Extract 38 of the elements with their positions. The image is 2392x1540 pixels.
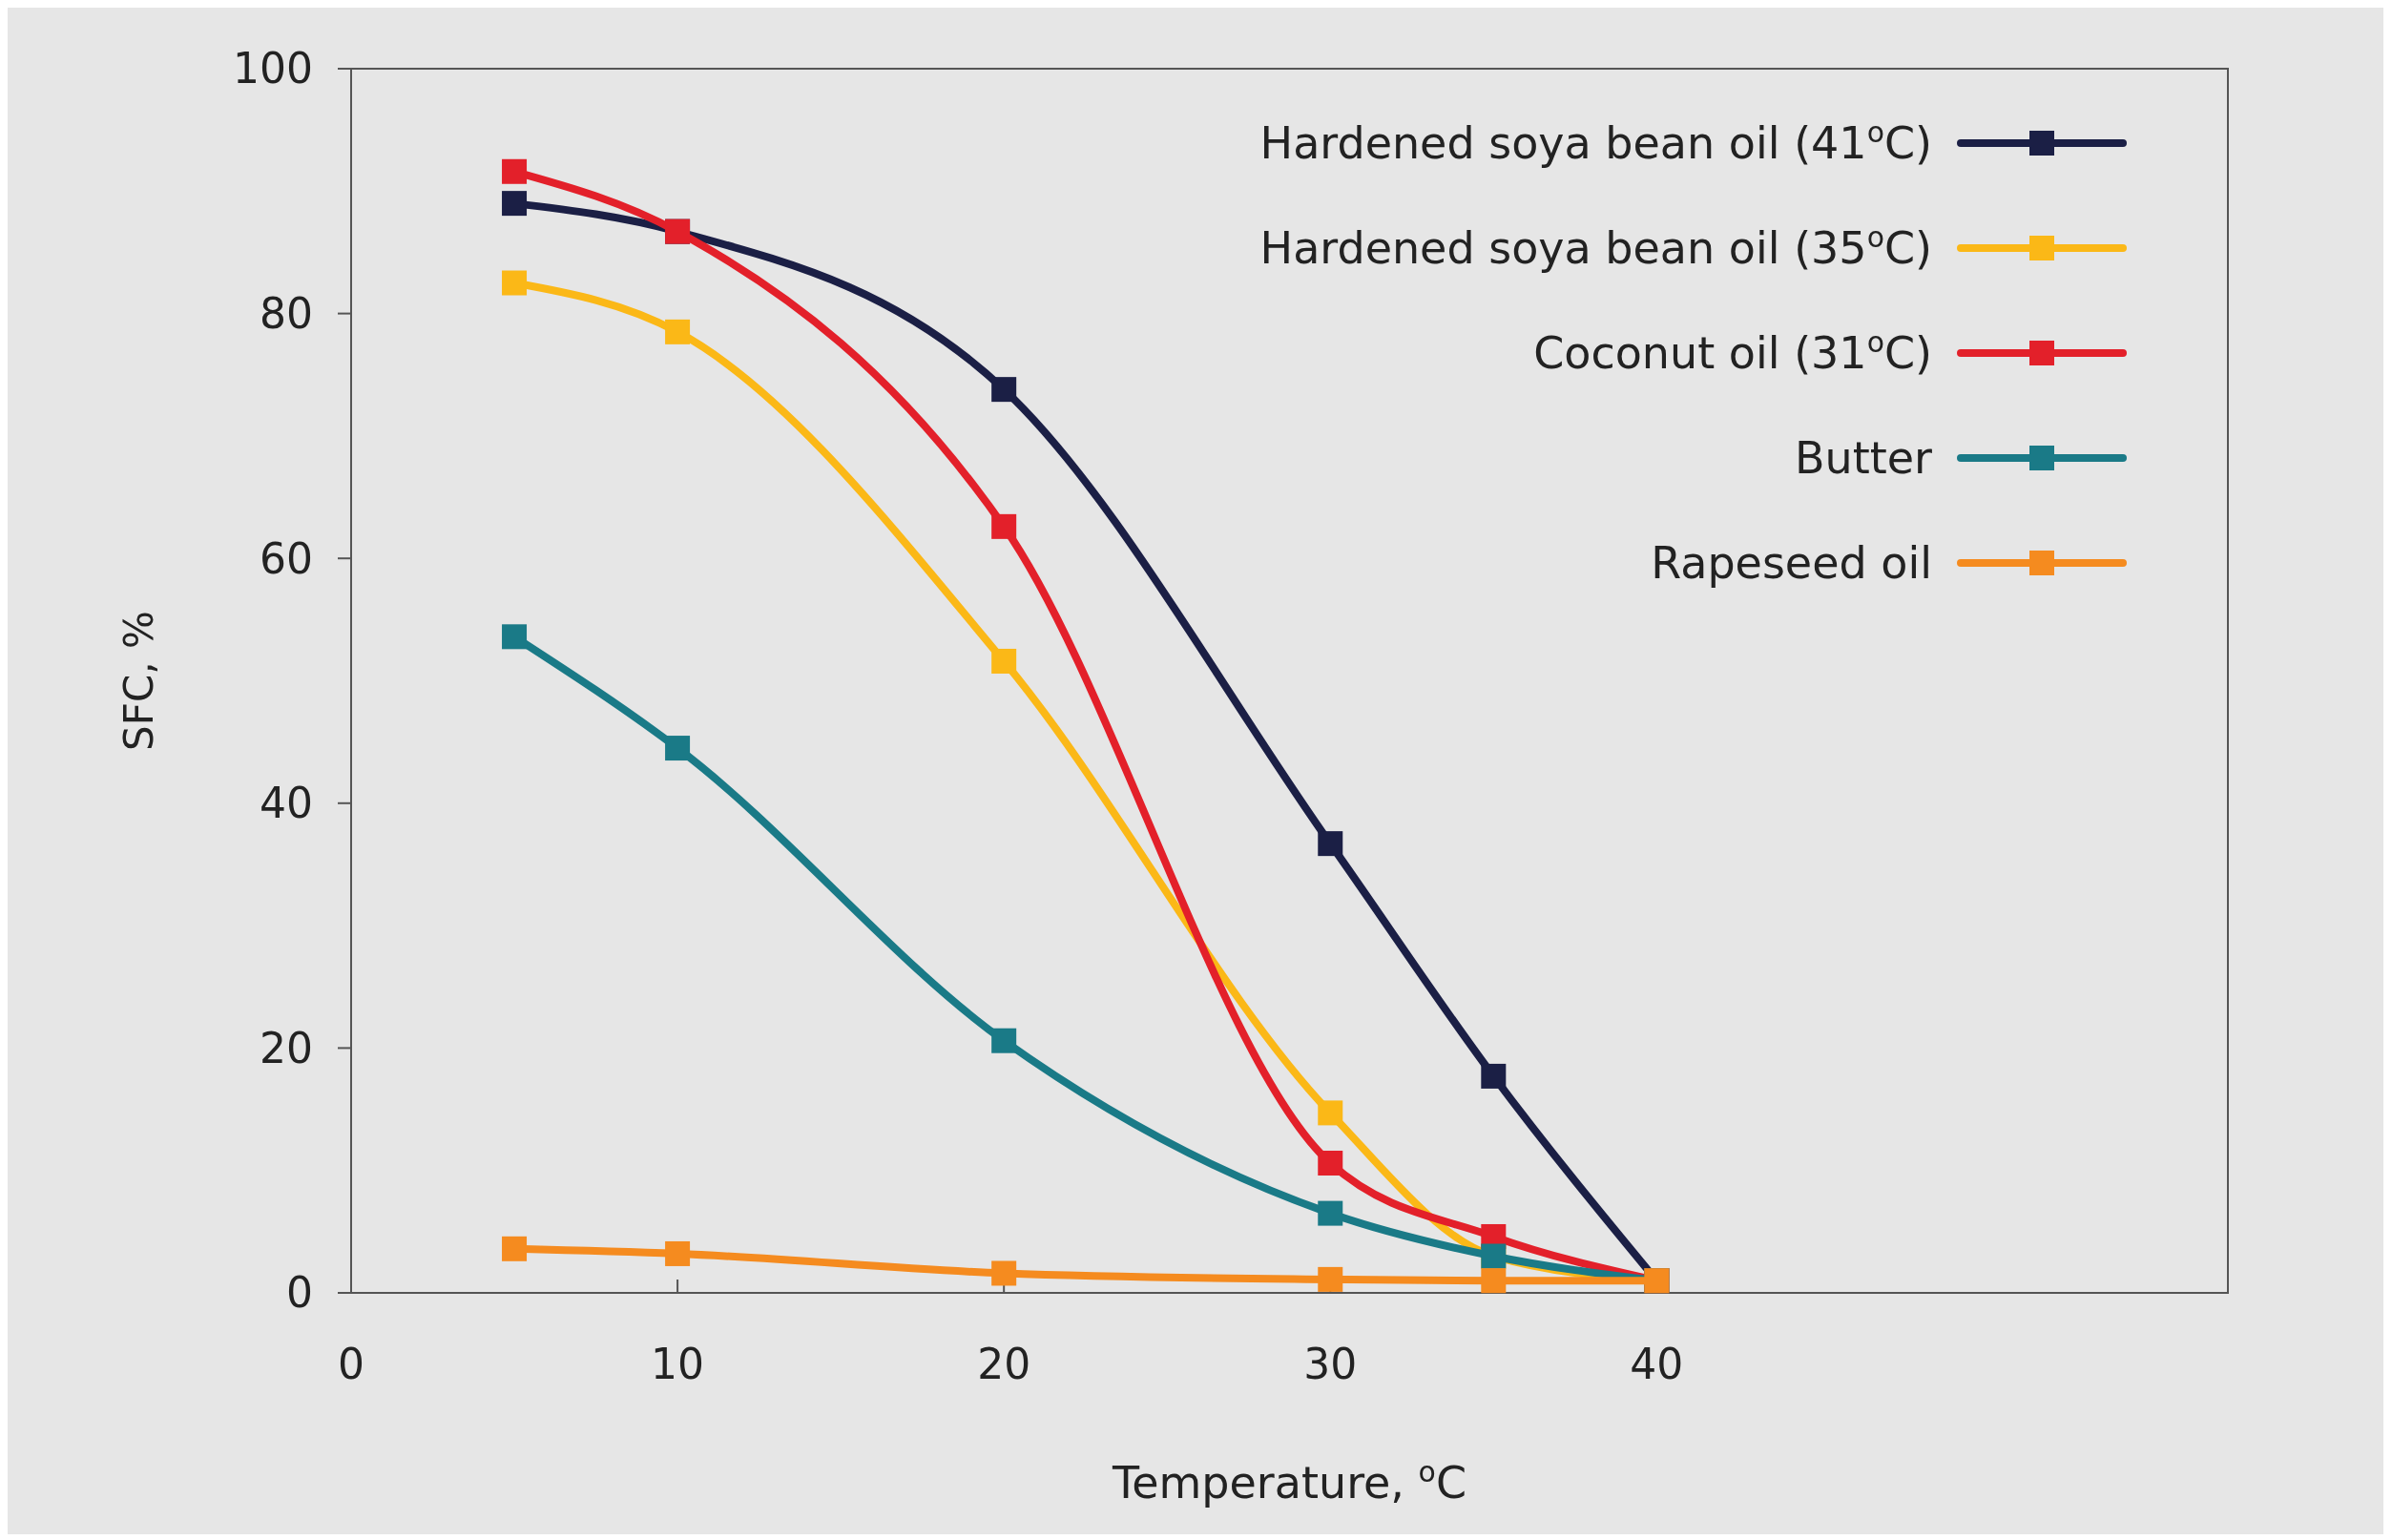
x-tick-label: 30 [1303,1340,1358,1388]
x-tick-label: 40 [1630,1340,1684,1388]
point [665,736,691,761]
point [1318,1266,1343,1292]
y-tick-label: 40 [260,779,313,828]
y-tick-label: 0 [286,1268,313,1318]
point [502,624,528,650]
point [665,319,691,344]
y-tick-label: 80 [260,289,313,338]
legend-label: Coconut oil (31$^{o}$C) [1533,324,1932,380]
y-tick-label: 60 [260,533,313,583]
point [991,1028,1017,1053]
legend-label: Rapeseed oil [1651,537,1932,590]
y-tick-label: 20 [260,1023,313,1072]
point [502,191,528,217]
point [1481,1063,1507,1089]
y-tick-label: 100 [233,44,313,94]
point [1318,1151,1343,1176]
x-tick-label: 0 [338,1340,364,1388]
x-tick-label: 20 [977,1340,1031,1388]
point [991,513,1017,539]
legend-label: Hardened soya bean oil (35$^{o}$C) [1259,219,1932,275]
point [1481,1268,1507,1294]
legend-label: Hardened soya bean oil (41$^{o}$C) [1259,114,1932,170]
point [665,1240,691,1266]
legend-label: Butter [1795,432,1933,485]
y-axis-title: SFC, % [115,611,162,751]
point [502,158,528,184]
point [502,1236,528,1261]
point [991,648,1017,674]
point [1318,1200,1343,1226]
x-axis-title: Temperature, $^{o}$C [1111,1454,1467,1509]
point [1318,831,1343,857]
point [991,1260,1017,1286]
x-tick-label: 10 [651,1340,705,1388]
point [991,377,1017,403]
point [502,270,528,296]
point [1318,1100,1343,1126]
